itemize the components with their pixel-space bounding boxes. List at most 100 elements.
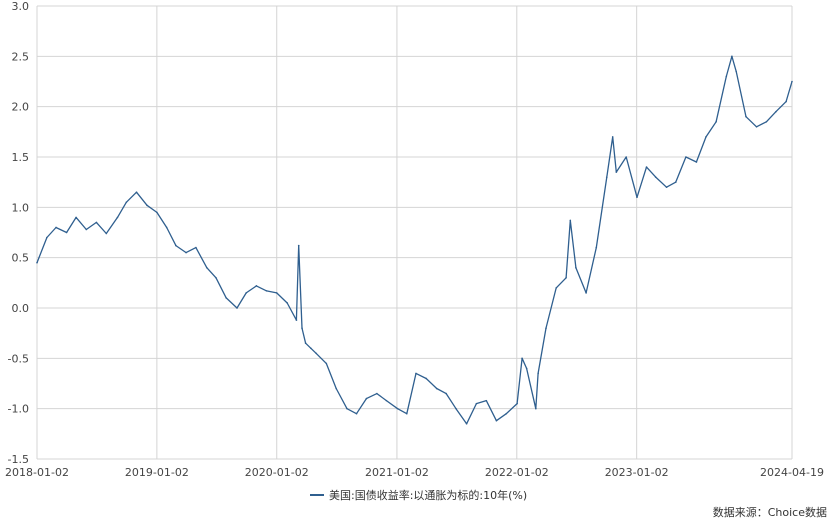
data-point — [595, 246, 598, 249]
data-point — [725, 75, 728, 78]
data-point — [236, 307, 238, 309]
data-point — [304, 342, 307, 345]
data-source-label: 数据来源：Choice数据 — [712, 506, 827, 519]
data-point — [715, 120, 717, 123]
data-point — [765, 120, 768, 123]
data-point — [75, 216, 77, 219]
y-tick-label: 1.0 — [12, 201, 30, 214]
data-point — [65, 231, 68, 234]
data-point — [125, 201, 128, 204]
data-point — [775, 110, 777, 113]
data-point — [405, 412, 408, 415]
data-point — [355, 412, 358, 415]
data-point — [745, 115, 747, 118]
data-point — [685, 156, 687, 158]
legend-label: 美国:国债收益率:以通胀为标的:10年(%) — [329, 489, 528, 502]
data-point — [85, 228, 88, 231]
data-point — [625, 156, 627, 158]
data-point — [55, 226, 57, 229]
data-point — [615, 171, 618, 173]
data-point — [385, 399, 388, 402]
data-point — [445, 392, 447, 395]
data-point — [485, 399, 488, 402]
data-point — [645, 166, 648, 168]
data-point — [265, 290, 268, 292]
data-point — [505, 412, 508, 415]
y-tick-label: 0.5 — [12, 252, 30, 265]
data-point — [396, 407, 399, 410]
data-point — [156, 211, 158, 214]
data-point — [36, 261, 38, 264]
y-tick-label: 1.5 — [12, 151, 30, 164]
data-point — [735, 70, 737, 73]
data-point — [146, 204, 148, 207]
data-point — [535, 407, 537, 410]
x-tick-label: 2021-01-02 — [365, 466, 429, 479]
data-point — [165, 226, 168, 229]
data-point — [674, 181, 677, 183]
y-tick-label: -0.5 — [8, 352, 29, 365]
data-point — [335, 387, 337, 390]
data-point — [575, 266, 577, 269]
x-tick-label: 2022-01-02 — [485, 466, 549, 479]
data-point — [346, 407, 348, 410]
data-point — [195, 246, 197, 249]
data-point — [585, 292, 587, 294]
data-point — [435, 387, 438, 390]
data-point — [654, 176, 657, 178]
data-point — [521, 357, 523, 360]
data-point — [665, 186, 668, 188]
data-point — [365, 397, 368, 400]
y-tick-label: 3.0 — [12, 0, 30, 13]
data-point — [525, 367, 528, 370]
data-point — [245, 292, 247, 294]
data-point — [46, 236, 48, 239]
data-point — [695, 161, 698, 163]
data-point — [785, 100, 787, 103]
data-point — [105, 232, 108, 235]
legend-line-swatch — [310, 494, 324, 496]
data-point — [275, 292, 278, 294]
data-point — [475, 402, 478, 405]
data-point — [116, 216, 119, 219]
data-point — [705, 136, 707, 138]
data-point — [297, 244, 300, 247]
data-point — [415, 372, 417, 375]
data-point — [286, 302, 289, 304]
data-point — [465, 422, 468, 425]
data-point — [255, 285, 258, 287]
y-tick-label: 0.0 — [12, 302, 30, 315]
data-point — [455, 407, 457, 410]
data-point — [516, 402, 518, 405]
data-point — [301, 327, 303, 329]
data-point — [425, 377, 427, 380]
x-tick-label: 2019-01-02 — [125, 466, 189, 479]
x-tick-label: 2020-01-02 — [245, 466, 309, 479]
y-tick-label: -1.5 — [8, 453, 29, 466]
data-point — [537, 372, 539, 375]
data-point — [295, 319, 298, 321]
data-point — [495, 419, 498, 422]
data-point — [376, 392, 378, 395]
data-point — [175, 244, 177, 247]
data-point — [565, 277, 567, 279]
data-point — [315, 352, 317, 355]
data-point — [611, 136, 614, 138]
data-point — [569, 219, 572, 222]
data-point — [755, 126, 758, 128]
data-point — [215, 277, 217, 279]
data-point — [225, 297, 227, 299]
data-point — [95, 221, 98, 224]
x-tick-label: 2024-04-19 — [760, 466, 824, 479]
series-line — [36, 55, 793, 425]
data-point — [205, 266, 208, 269]
data-point — [605, 176, 608, 178]
chart-legend: 美国:国债收益率:以通胀为标的:10年(%) — [310, 487, 527, 503]
line-chart: -1.5 -1.0 -0.5 0.0 0.5 1.0 1.5 2.0 2.5 3.0 2018-01… — [5, 0, 824, 479]
y-tick-label: -1.0 — [8, 403, 29, 416]
data-point — [636, 196, 638, 199]
x-tick-label: 2023-01-02 — [605, 466, 669, 479]
data-point — [791, 80, 793, 83]
data-point — [555, 287, 558, 289]
data-point — [545, 327, 547, 329]
